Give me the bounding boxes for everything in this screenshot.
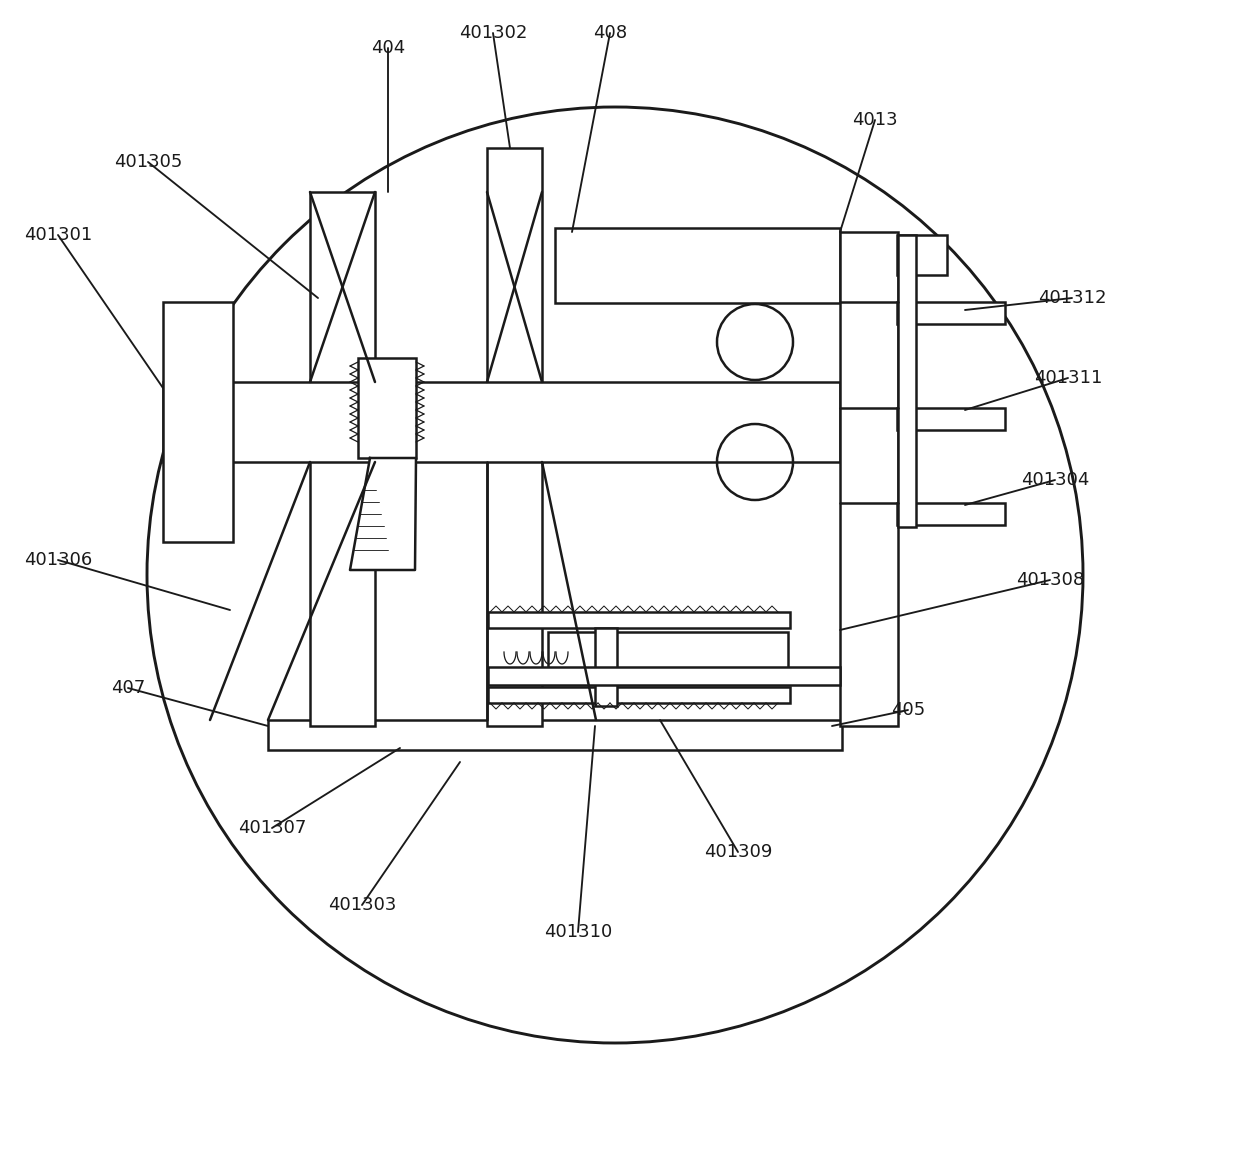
Text: 401304: 401304 (1021, 471, 1089, 489)
Bar (898, 235, 916, 527)
Text: 404: 404 (371, 39, 405, 57)
Text: 407: 407 (110, 679, 145, 697)
Bar (897, 408, 1004, 430)
Text: 401307: 401307 (238, 819, 306, 837)
Text: 401306: 401306 (24, 551, 92, 569)
Text: 401301: 401301 (24, 226, 92, 244)
Text: 401302: 401302 (459, 24, 527, 42)
Text: 401311: 401311 (1034, 369, 1102, 387)
Text: 405: 405 (890, 701, 925, 719)
Polygon shape (350, 459, 415, 570)
Text: 401303: 401303 (327, 896, 397, 914)
Bar (897, 503, 1004, 525)
Bar (487, 148, 542, 726)
Bar (310, 192, 374, 726)
Bar (162, 302, 233, 542)
Bar (897, 235, 947, 274)
Bar (489, 687, 790, 703)
Text: 401308: 401308 (1016, 571, 1084, 589)
Bar (489, 667, 839, 686)
Bar (897, 302, 1004, 324)
Text: 408: 408 (593, 24, 627, 42)
Bar (162, 382, 839, 462)
Text: 401305: 401305 (114, 153, 182, 171)
Bar (268, 720, 842, 750)
Bar (548, 632, 787, 682)
Text: 4013: 4013 (852, 111, 898, 129)
Bar (839, 232, 898, 726)
Bar (556, 228, 839, 303)
Bar (358, 358, 415, 459)
Text: 401312: 401312 (1038, 290, 1106, 307)
Text: 401309: 401309 (704, 843, 773, 862)
Bar (595, 628, 618, 706)
Text: 401310: 401310 (544, 923, 613, 941)
Bar (489, 611, 790, 628)
